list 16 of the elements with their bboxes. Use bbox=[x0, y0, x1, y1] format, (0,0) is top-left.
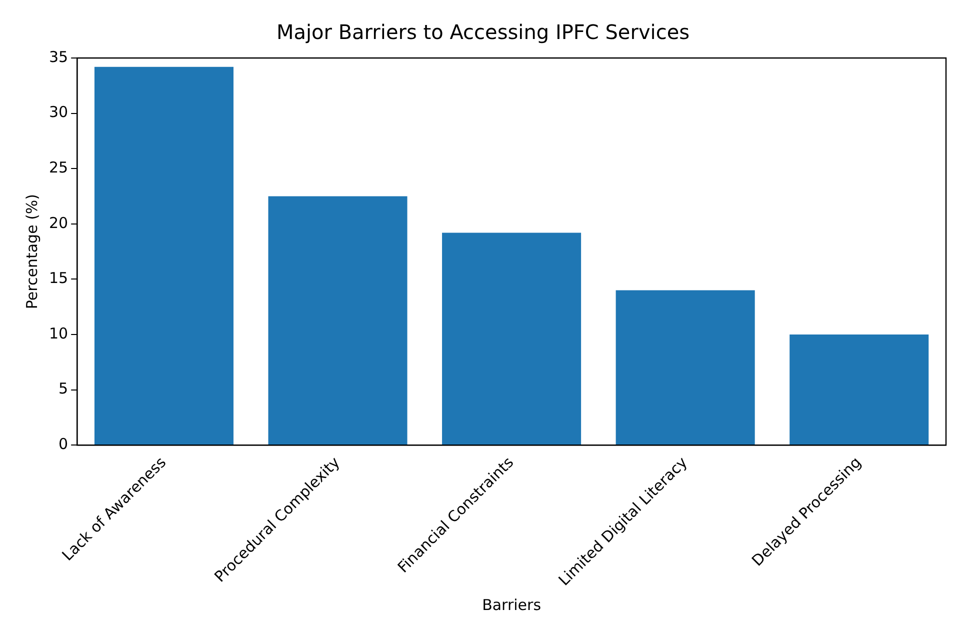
y-tick-label: 25 bbox=[48, 158, 68, 176]
y-tick-label: 35 bbox=[48, 48, 68, 66]
bar bbox=[94, 66, 234, 445]
bar bbox=[616, 290, 755, 445]
y-axis-title: Percentage (%) bbox=[22, 194, 41, 310]
bar bbox=[442, 232, 582, 445]
chart-title: Major Barriers to Accessing IPFC Services bbox=[276, 20, 690, 44]
y-tick-label: 0 bbox=[58, 434, 68, 453]
bar bbox=[790, 334, 929, 445]
y-tick-label: 15 bbox=[48, 269, 68, 288]
y-tick-label: 10 bbox=[48, 324, 68, 342]
y-tick-label: 30 bbox=[48, 103, 68, 122]
y-tick-label: 5 bbox=[58, 380, 68, 398]
x-axis-title: Barriers bbox=[482, 596, 542, 614]
bar bbox=[268, 196, 408, 445]
y-tick-label: 20 bbox=[48, 214, 68, 232]
